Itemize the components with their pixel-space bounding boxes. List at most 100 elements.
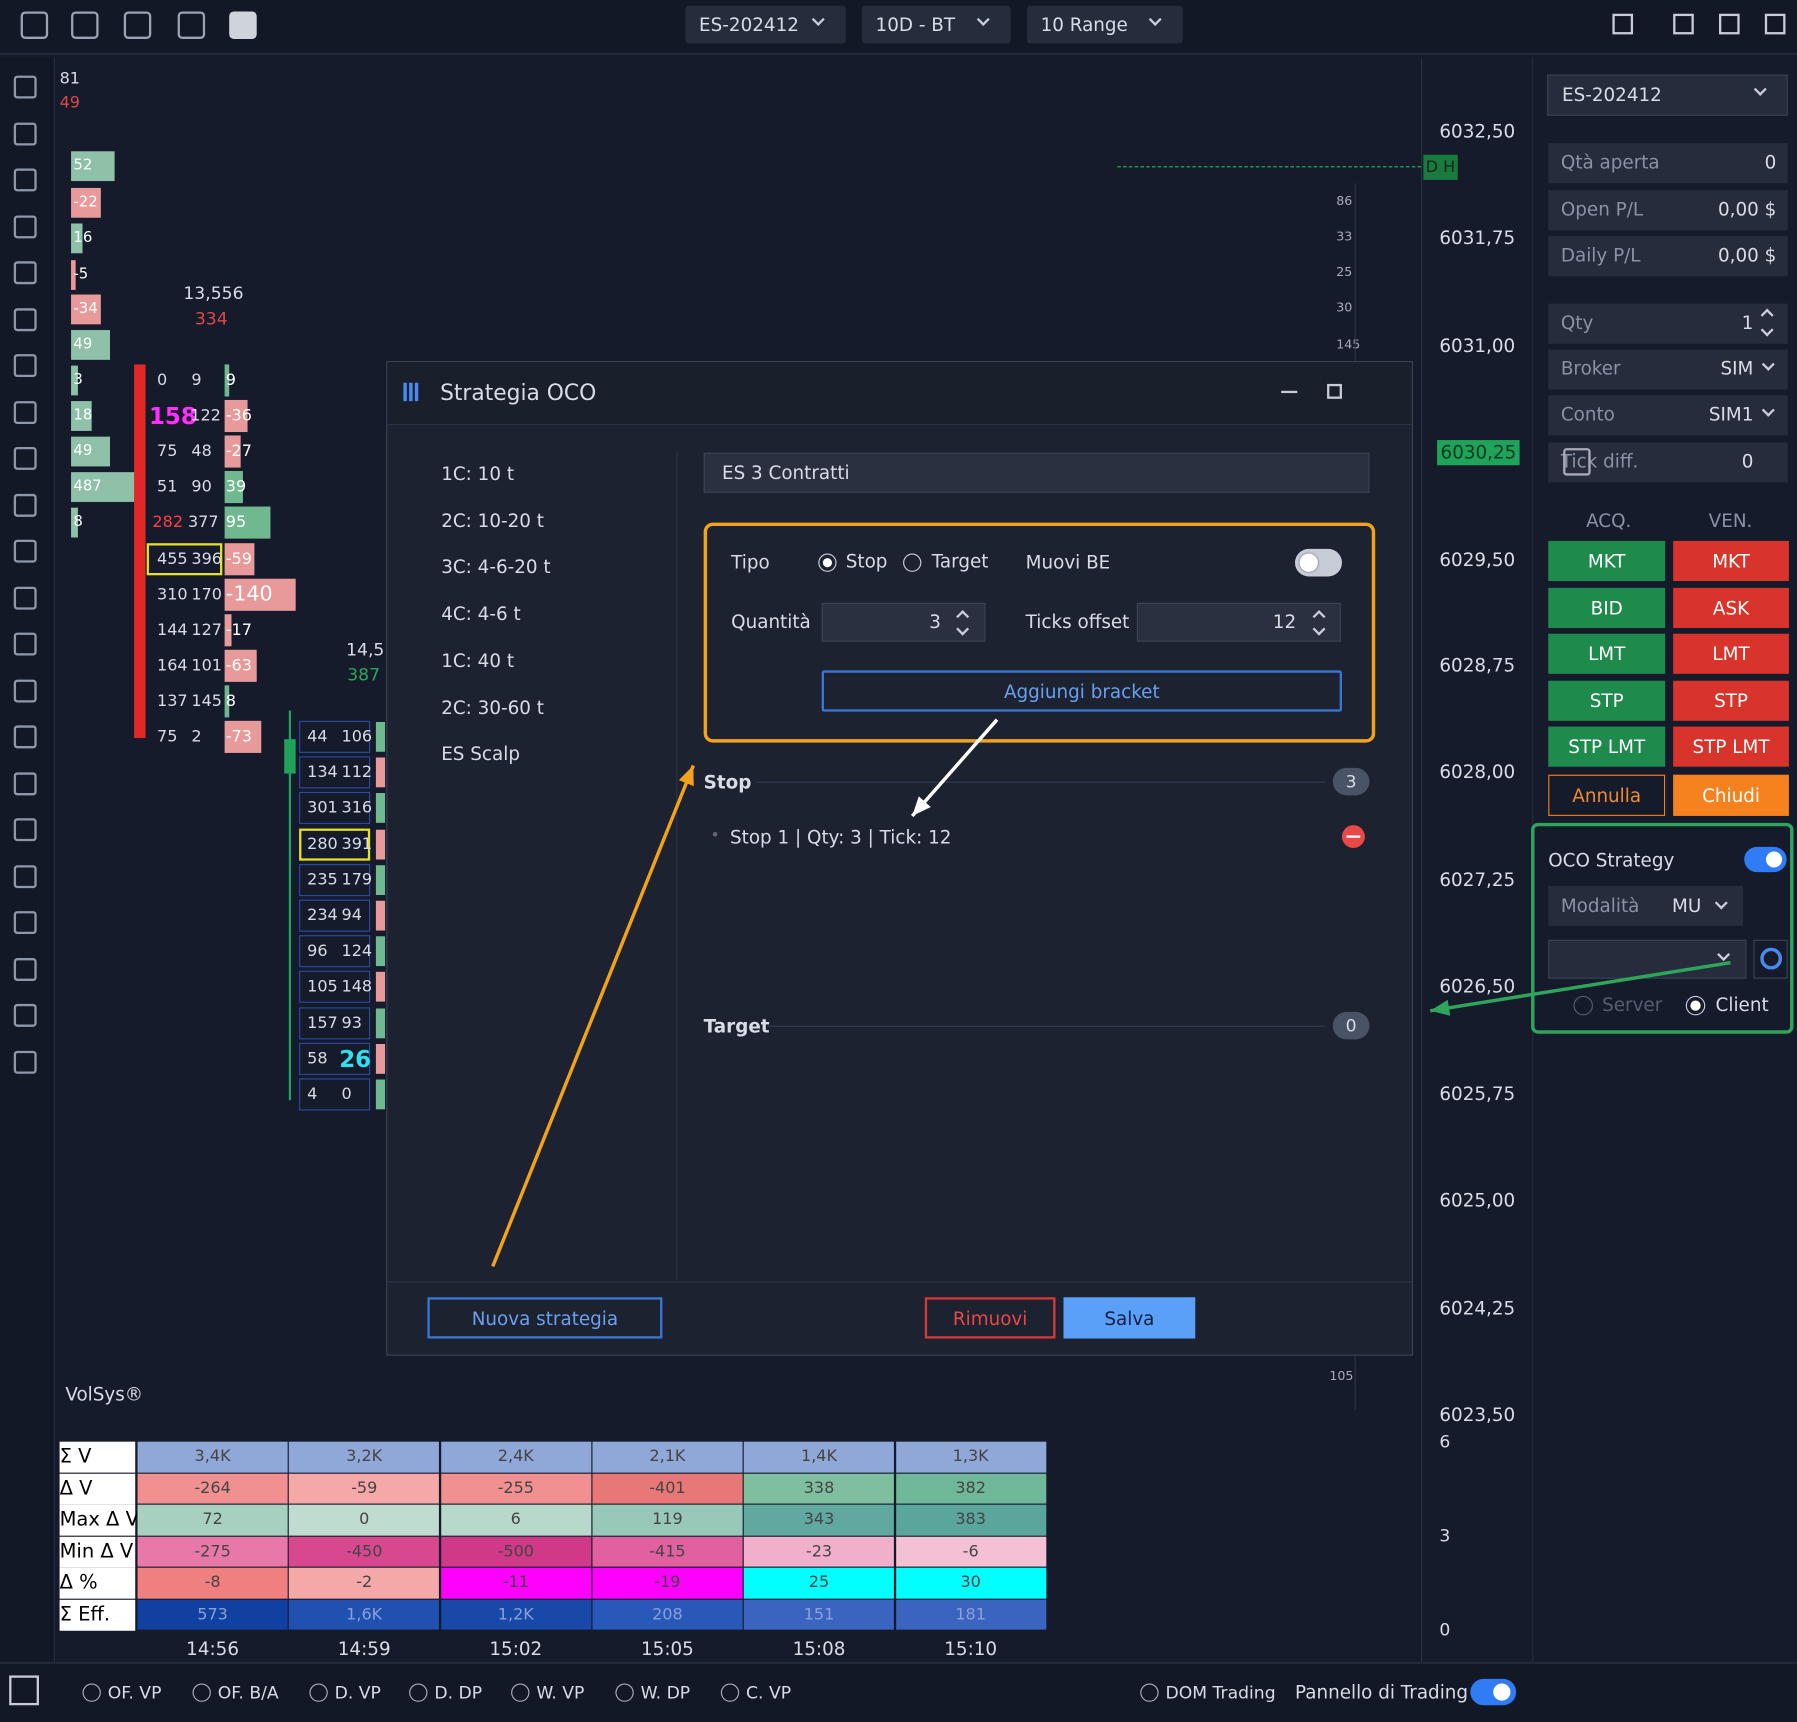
tool-icon[interactable] bbox=[13, 957, 37, 981]
arrow bbox=[910, 718, 999, 818]
stats-cell: 6 bbox=[440, 1504, 591, 1536]
tool-icon[interactable] bbox=[13, 75, 37, 99]
price-label: 6031,75 bbox=[1439, 226, 1516, 249]
buy-button[interactable]: STP bbox=[1548, 680, 1666, 721]
gear-button[interactable] bbox=[1753, 939, 1788, 979]
cancel-button[interactable]: Annulla bbox=[1548, 774, 1666, 816]
tool-icon[interactable] bbox=[13, 586, 37, 610]
remove-button[interactable]: Rimuovi bbox=[924, 1297, 1056, 1339]
window-minimize[interactable] bbox=[1673, 13, 1694, 35]
tool-icon[interactable] bbox=[13, 493, 37, 517]
radio[interactable] bbox=[903, 553, 922, 572]
window-close-window[interactable] bbox=[1764, 13, 1786, 35]
radio[interactable] bbox=[1685, 995, 1706, 1016]
radio[interactable] bbox=[1140, 1683, 1159, 1702]
stats-cell: 1,3K bbox=[895, 1441, 1046, 1473]
window-restore[interactable] bbox=[1612, 13, 1634, 35]
dropdown[interactable]: 10 Range bbox=[1026, 5, 1183, 44]
footprint-bar bbox=[375, 864, 386, 895]
bracket-item: Stop 1 | Qty: 3 | Tick: 12 bbox=[730, 826, 952, 849]
radio[interactable] bbox=[192, 1683, 211, 1702]
strategy-item[interactable]: ES Scalp bbox=[441, 742, 520, 765]
dialog-maximize[interactable] bbox=[1327, 383, 1342, 399]
dialog-minimize[interactable] bbox=[1281, 390, 1298, 394]
radio[interactable] bbox=[309, 1683, 328, 1702]
tool-icon[interactable] bbox=[13, 122, 37, 145]
field[interactable] bbox=[1548, 349, 1788, 390]
add-button[interactable]: Aggiungi bracket bbox=[821, 670, 1342, 712]
tool-icon[interactable] bbox=[13, 725, 37, 749]
tool-icon[interactable] bbox=[13, 539, 37, 563]
field[interactable] bbox=[1548, 303, 1788, 344]
tool-icon[interactable] bbox=[13, 632, 37, 656]
sell-button[interactable]: ASK bbox=[1673, 587, 1789, 628]
radio[interactable] bbox=[818, 553, 837, 572]
field-value: 1 bbox=[1741, 311, 1754, 334]
buy-button[interactable]: BID bbox=[1548, 587, 1666, 628]
tool-icon[interactable] bbox=[13, 214, 37, 238]
tool-icon[interactable] bbox=[13, 864, 37, 888]
checkbox[interactable] bbox=[1563, 448, 1591, 476]
tool-icon[interactable] bbox=[13, 354, 37, 378]
radio[interactable] bbox=[511, 1683, 530, 1702]
field[interactable] bbox=[1548, 395, 1788, 436]
strategy-item[interactable]: 2C: 10-20 t bbox=[441, 509, 544, 532]
footprint-bar bbox=[71, 472, 140, 502]
sell-button[interactable]: STP bbox=[1673, 680, 1789, 721]
footprint-cell: -34 bbox=[73, 300, 98, 318]
radio[interactable] bbox=[720, 1683, 740, 1702]
toolbar-icon-candles[interactable] bbox=[71, 11, 99, 39]
tool-icon[interactable] bbox=[13, 911, 37, 934]
tool-icon[interactable] bbox=[13, 679, 37, 702]
price-label: 6028,75 bbox=[1439, 654, 1516, 677]
strategy-item[interactable]: 1C: 10 t bbox=[441, 462, 515, 485]
sell-button[interactable]: STP LMT bbox=[1673, 726, 1789, 767]
tool-icon[interactable] bbox=[13, 818, 37, 842]
sell-button[interactable]: MKT bbox=[1673, 540, 1789, 582]
tool-icon[interactable] bbox=[13, 168, 37, 192]
instrument-dropdown[interactable]: ES-202412 bbox=[1547, 74, 1788, 116]
footprint-cell: 301 bbox=[307, 799, 338, 818]
tool-icon[interactable] bbox=[13, 307, 37, 331]
tool-icon[interactable] bbox=[13, 1050, 37, 1074]
stats-row-label: Δ V bbox=[59, 1473, 136, 1505]
footprint-bar bbox=[224, 649, 257, 682]
tool-icon[interactable] bbox=[13, 771, 37, 795]
footprint-bar bbox=[375, 757, 386, 788]
stats-cell: -401 bbox=[592, 1473, 743, 1504]
stats-cell: 30 bbox=[895, 1567, 1046, 1599]
toolbar-icon-dollar[interactable] bbox=[229, 11, 257, 39]
toolbar-icon-settings[interactable] bbox=[177, 11, 206, 39]
dropdown[interactable]: 10D - BT bbox=[861, 5, 1011, 44]
strategy-item[interactable]: 2C: 30-60 t bbox=[441, 696, 544, 718]
name-field[interactable]: ES 3 Contratti bbox=[703, 452, 1370, 493]
new-strategy-button[interactable]: Nuova strategia bbox=[427, 1297, 663, 1339]
radio[interactable] bbox=[409, 1683, 428, 1702]
buy-button[interactable]: STP LMT bbox=[1548, 726, 1666, 767]
tool-icon[interactable] bbox=[13, 261, 37, 285]
tool-icon[interactable] bbox=[13, 400, 37, 424]
footprint-cell: 134 bbox=[307, 763, 338, 782]
strategy-item[interactable]: 1C: 40 t bbox=[441, 649, 515, 672]
buy-button[interactable]: MKT bbox=[1548, 540, 1666, 582]
toolbar-icon-close[interactable] bbox=[20, 11, 49, 39]
tool-icon[interactable] bbox=[13, 1003, 37, 1027]
strategy-item[interactable]: 4C: 4-6 t bbox=[441, 602, 521, 625]
footprint-cell: 49 bbox=[73, 442, 93, 460]
radio[interactable] bbox=[82, 1683, 101, 1702]
radio bbox=[1573, 995, 1593, 1016]
buy-button[interactable]: LMT bbox=[1548, 633, 1666, 674]
number-field[interactable]: 12 bbox=[1136, 602, 1341, 642]
toolbar-icon-bars[interactable] bbox=[123, 11, 152, 39]
save-button[interactable]: Salva bbox=[1063, 1297, 1196, 1339]
number-field[interactable]: 3 bbox=[821, 602, 986, 642]
radio[interactable] bbox=[615, 1683, 634, 1702]
dropdown[interactable]: ES-202412 bbox=[685, 5, 846, 44]
strategy-dropdown[interactable] bbox=[1548, 939, 1747, 979]
tool-icon[interactable] bbox=[13, 446, 37, 470]
close-button[interactable]: Chiudi bbox=[1673, 774, 1789, 816]
sell-button[interactable]: LMT bbox=[1673, 633, 1789, 674]
window-maximize[interactable] bbox=[1719, 13, 1740, 35]
strategy-item[interactable]: 3C: 4-6-20 t bbox=[441, 556, 551, 579]
mode-field[interactable] bbox=[1548, 885, 1744, 926]
